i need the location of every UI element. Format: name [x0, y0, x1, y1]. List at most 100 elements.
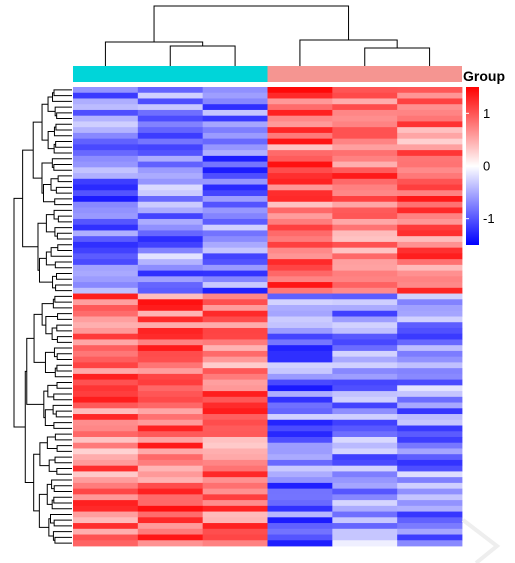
heatmap-cell — [137, 207, 204, 214]
heatmap-cell — [267, 442, 333, 449]
heatmap-cell — [73, 431, 139, 438]
heatmap-cell — [397, 339, 463, 346]
heatmap-cell — [73, 299, 139, 306]
heatmap-cell — [137, 127, 204, 134]
heatmap-cell — [202, 230, 268, 237]
heatmap-cell — [137, 155, 204, 162]
heatmap-cell — [332, 305, 398, 312]
heatmap-cell — [332, 132, 398, 140]
heatmap-cell — [202, 442, 268, 449]
heatmap-cell — [73, 178, 139, 185]
heatmap-cell — [137, 109, 204, 117]
heatmap-cell — [397, 414, 463, 421]
heatmap-cell — [397, 253, 463, 260]
heatmap-cell — [137, 505, 204, 512]
dendrogram-branch — [54, 106, 72, 117]
heatmap-cell — [73, 92, 139, 99]
dendrogram-branch — [41, 303, 54, 326]
heatmap-cell — [332, 253, 398, 260]
heatmap-cell — [73, 459, 139, 467]
heatmap-cell — [137, 247, 204, 254]
heatmap-cell — [137, 500, 204, 507]
dendrogram-branch — [56, 381, 72, 389]
heatmap-cell — [202, 247, 268, 254]
heatmap-cell — [267, 247, 333, 254]
heatmap-cell — [137, 350, 204, 358]
heatmap-cell — [73, 241, 139, 249]
heatmap-cell — [332, 402, 398, 409]
heatmap-cell — [397, 511, 463, 518]
heatmap-cell — [73, 115, 139, 122]
dendrogram-branch — [53, 163, 72, 171]
heatmap-cell — [397, 201, 463, 208]
dendrogram-branch — [43, 390, 48, 419]
heatmap-cell — [202, 425, 268, 432]
heatmap-cell — [202, 345, 268, 352]
heatmap-cell — [397, 155, 463, 162]
heatmap-cell — [332, 511, 398, 518]
heatmap-cell — [73, 253, 139, 260]
dendrogram-branch — [56, 353, 72, 361]
dendrogram-branch — [54, 456, 72, 464]
heatmap-cell — [137, 138, 204, 145]
heatmap-cell — [397, 276, 463, 283]
heatmap-cell — [137, 132, 204, 140]
heatmap-cell — [202, 362, 268, 369]
heatmap-cell — [137, 213, 204, 220]
heatmap-cell — [202, 293, 268, 300]
heatmap-cell — [332, 121, 398, 128]
heatmap-cell — [137, 190, 204, 197]
heatmap-cell — [267, 505, 333, 512]
heatmap-cell — [267, 201, 333, 208]
heatmap-cell — [332, 500, 398, 507]
heatmap-cell — [332, 368, 398, 375]
heatmap-cell — [137, 465, 204, 472]
heatmap-cell — [267, 517, 333, 524]
heatmap-cells — [73, 87, 463, 547]
heatmap-cell — [202, 287, 268, 294]
heatmap-cell — [267, 436, 333, 444]
heatmap-cell — [332, 276, 398, 283]
heatmap-cell — [332, 299, 398, 306]
heatmap-cell — [202, 373, 268, 381]
heatmap-cell — [332, 482, 398, 490]
heatmap-cell — [397, 138, 463, 145]
heatmap-cell — [397, 196, 463, 203]
heatmap-cell — [137, 494, 204, 501]
dendrogram-branch — [56, 364, 72, 372]
heatmap-cell — [397, 396, 463, 403]
heatmap-cell — [202, 132, 268, 140]
heatmap-cell — [73, 196, 139, 203]
heatmap-cell — [267, 356, 333, 363]
heatmap-cell — [137, 121, 204, 128]
heatmap-cell — [137, 184, 204, 191]
heatmap-cell — [332, 196, 398, 203]
heatmap-cell — [73, 368, 139, 375]
heatmap-cell — [73, 345, 139, 352]
heatmap-cell — [267, 161, 333, 168]
heatmap-cell — [202, 115, 268, 122]
heatmap-cell — [137, 287, 204, 294]
heatmap-cell — [332, 448, 398, 455]
heatmap-cell — [137, 373, 204, 381]
heatmap-cell — [267, 345, 333, 352]
heatmap-cell — [397, 224, 463, 231]
heatmap-cell — [397, 98, 463, 105]
heatmap-cell — [267, 167, 333, 174]
heatmap-cell — [267, 178, 333, 185]
heatmap-cell — [332, 477, 398, 484]
dendrogram-branch — [53, 126, 72, 137]
heatmap-cell — [267, 287, 333, 294]
dendrogram-branch — [50, 247, 72, 257]
heatmap-cell — [73, 132, 139, 140]
heatmap-cell — [73, 540, 139, 547]
heatmap-cell — [73, 494, 139, 501]
heatmap-cell — [397, 345, 463, 352]
dendrogram-branch — [51, 158, 72, 168]
heatmap-cell — [137, 259, 204, 266]
heatmap-cell — [73, 213, 139, 220]
heatmap-cell — [137, 196, 204, 203]
heatmap-cell — [202, 184, 268, 191]
dendrogram-branch — [26, 337, 44, 405]
dendrogram-branch — [44, 409, 54, 427]
